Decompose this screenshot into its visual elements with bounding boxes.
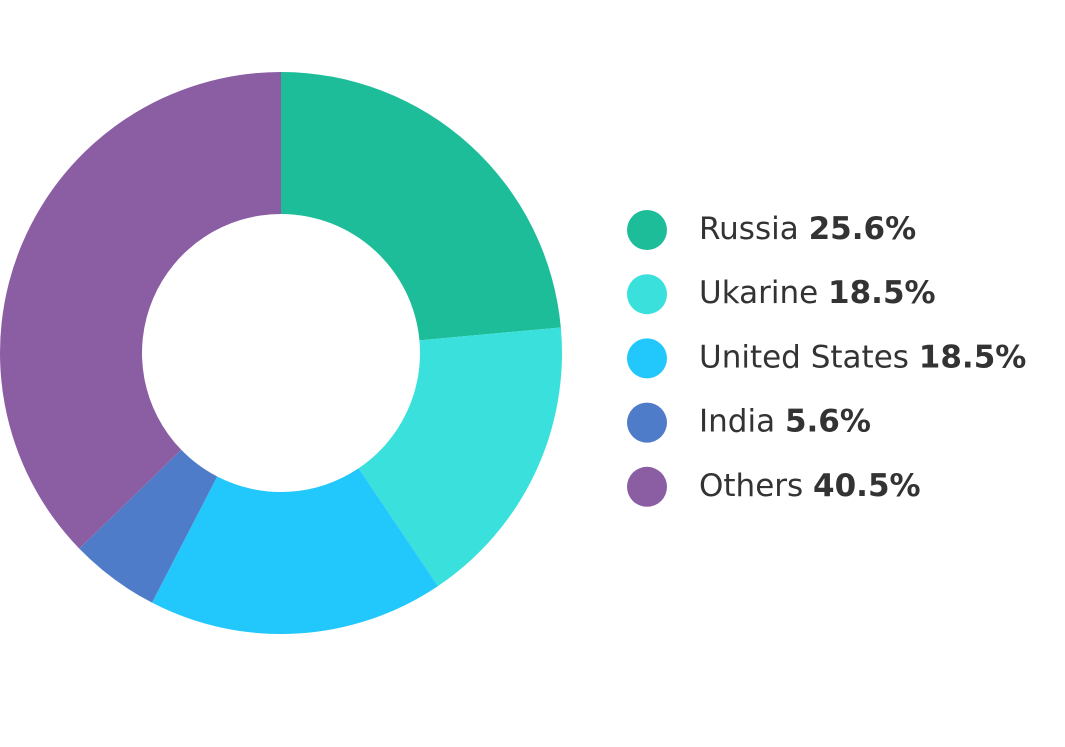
legend-value: 40.5%: [813, 467, 921, 503]
legend-name: Others: [699, 467, 803, 503]
donut-slice: [79, 449, 218, 603]
donut-slice: [152, 468, 438, 634]
legend-name: Russia: [699, 211, 799, 247]
legend-value: 18.5%: [828, 275, 936, 311]
legend-name: United States: [699, 339, 909, 375]
legend-label: United States 18.5%: [699, 339, 1026, 375]
legend-marker: [627, 402, 667, 443]
legend-marker: [627, 466, 667, 507]
legend-marker: [627, 274, 667, 315]
legend-value: 5.6%: [785, 403, 871, 439]
donut-slice: [358, 327, 562, 587]
legend-label: Ukarine 18.5%: [699, 275, 936, 311]
legend-label: India 5.6%: [699, 403, 871, 439]
legend-name: Ukarine: [699, 275, 818, 311]
legend-label: Others 40.5%: [699, 467, 921, 503]
legend-marker: [627, 338, 667, 379]
legend-value: 25.6%: [809, 211, 917, 247]
donut-slice: [281, 72, 561, 341]
legend-marker: [627, 210, 667, 250]
legend-label: Russia 25.6%: [699, 211, 916, 247]
donut-slice: [0, 72, 281, 549]
legend-value: 18.5%: [919, 339, 1027, 375]
legend-name: India: [699, 403, 775, 439]
